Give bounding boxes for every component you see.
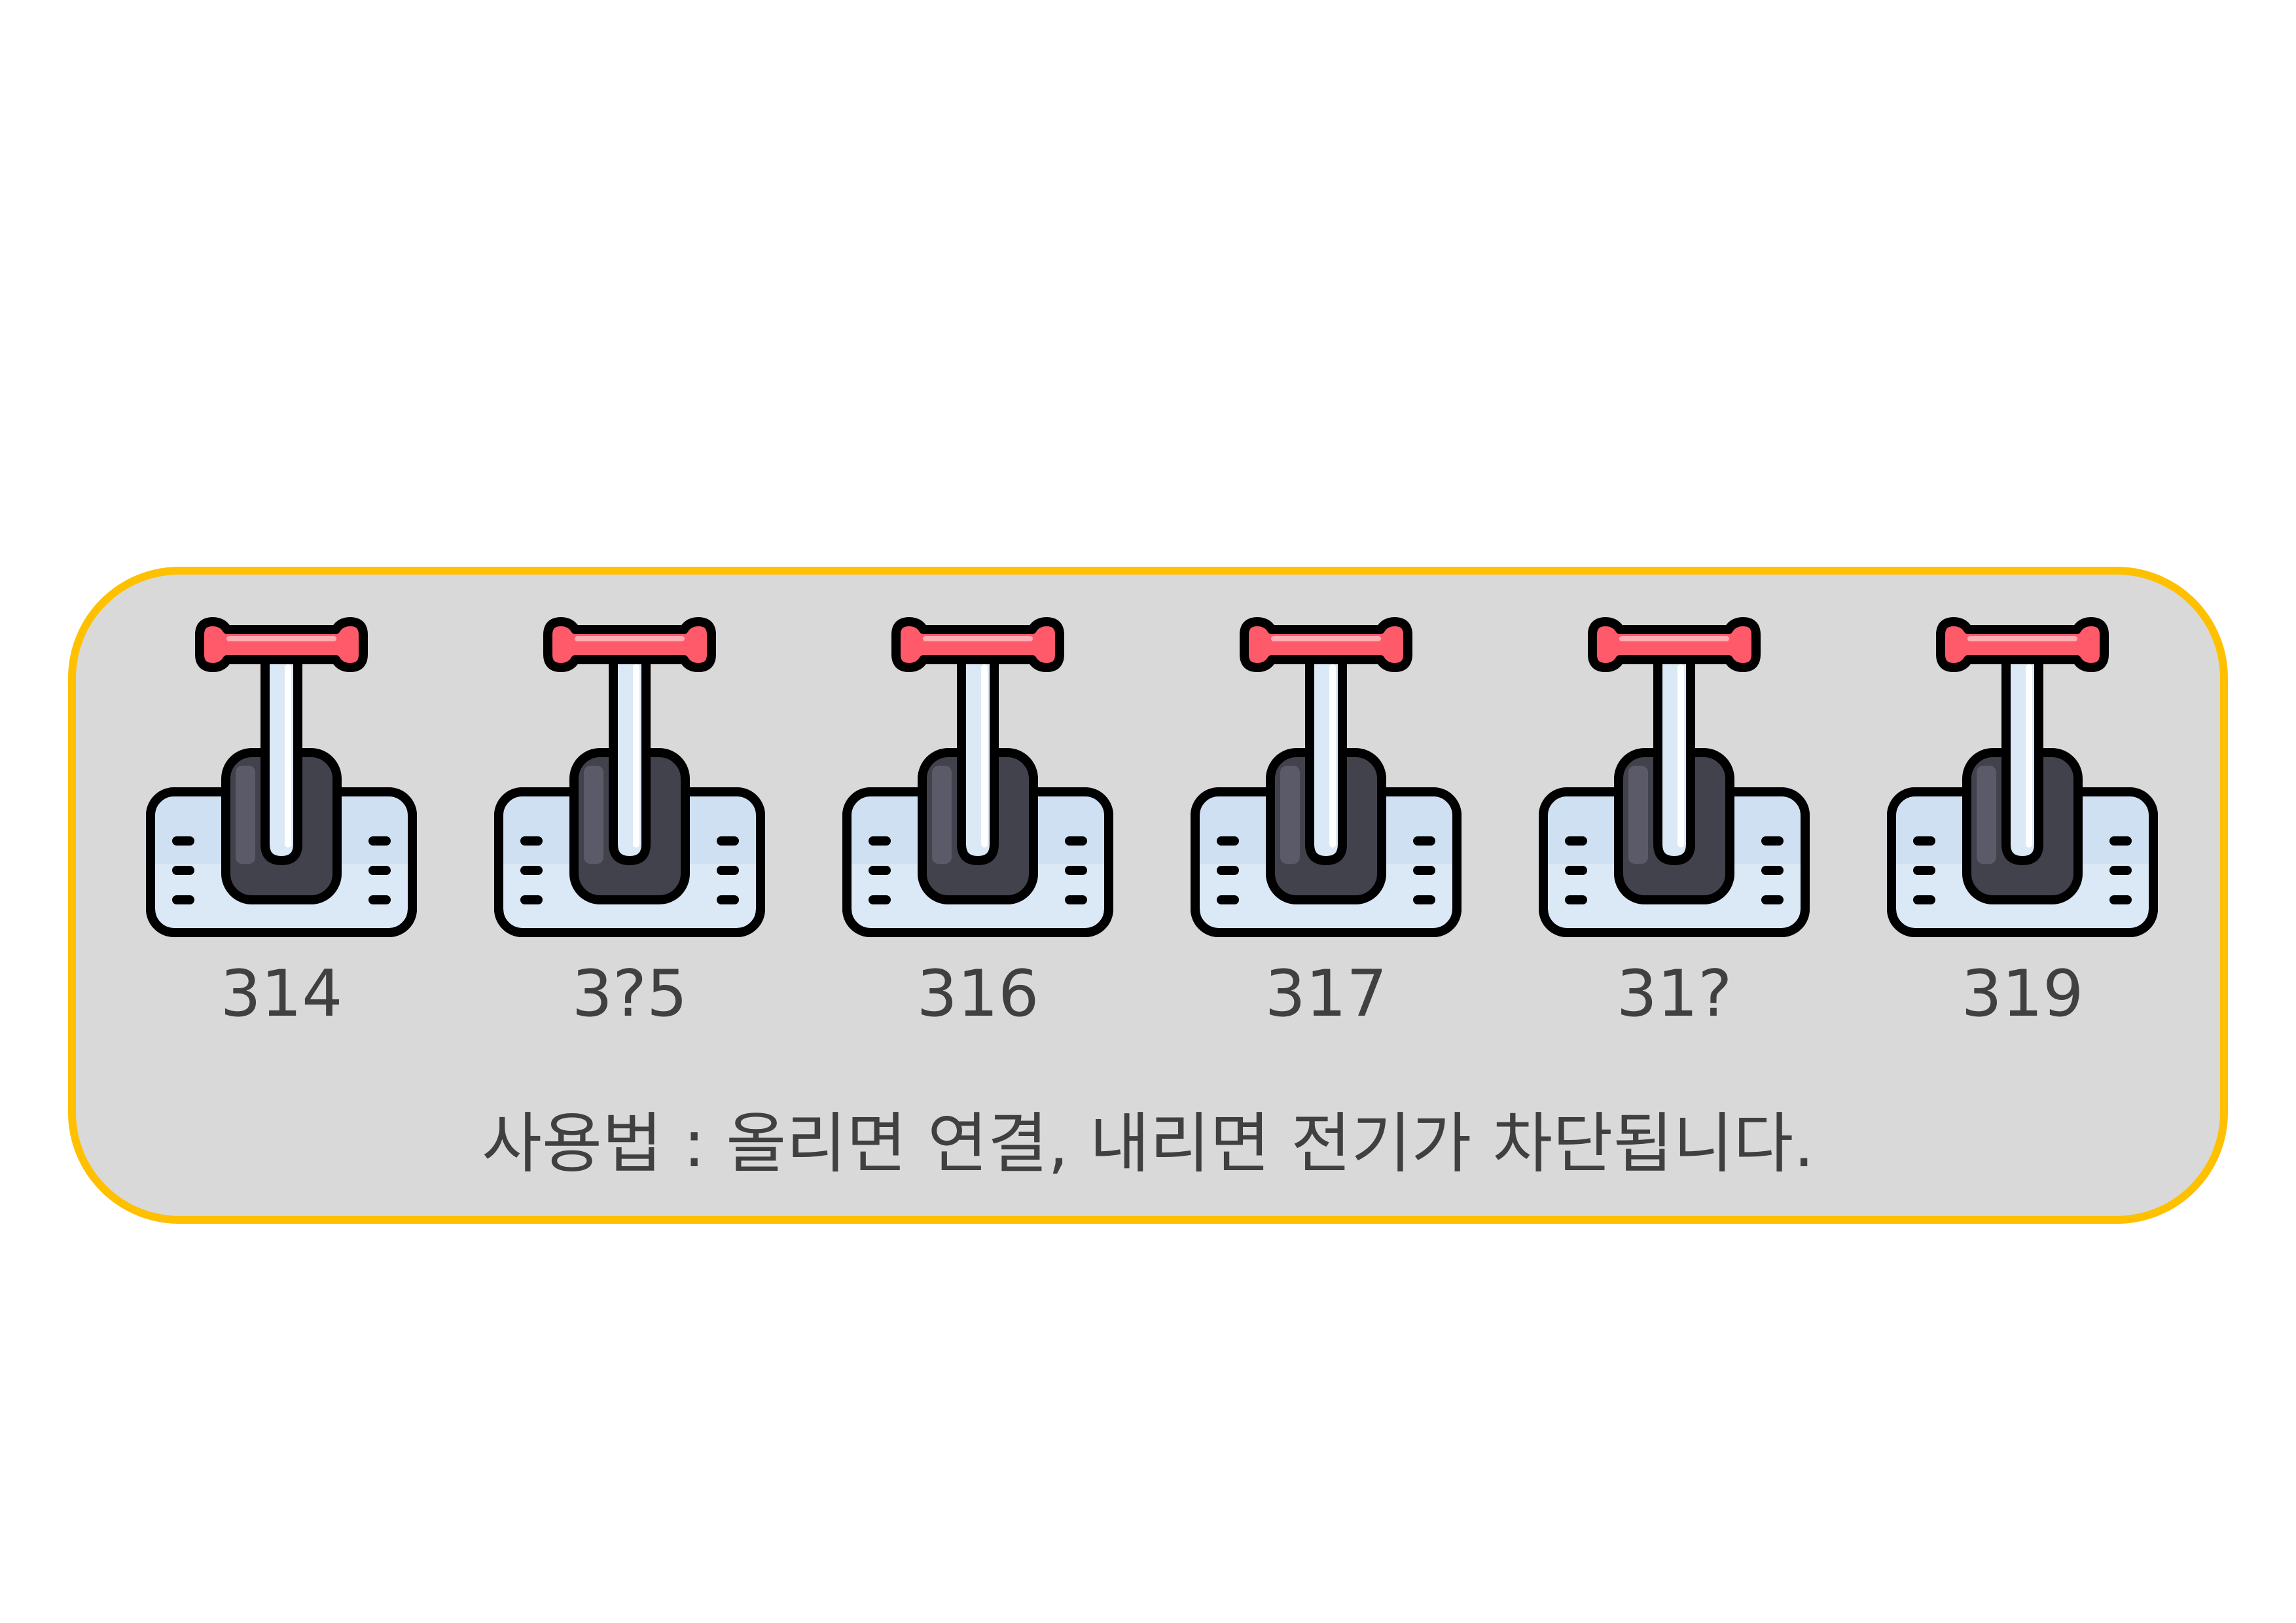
switch-3?5[interactable]: 3?5 xyxy=(486,596,774,1054)
switch-label: 316 xyxy=(916,957,1039,1031)
lever-switch-icon xyxy=(1191,617,1462,937)
usage-instructions: 사용법 : 올리면 연결, 내리면 전기가 차단됩니다. xyxy=(482,1105,1814,1182)
lever-switch-icon xyxy=(1887,617,2158,937)
switch-label: 314 xyxy=(220,957,343,1031)
switch-319[interactable]: 319 xyxy=(1878,596,2166,1054)
switch-label: 31? xyxy=(1616,957,1732,1031)
switch-31?[interactable]: 31? xyxy=(1530,596,1818,1054)
switch-314[interactable]: 314 xyxy=(137,596,425,1054)
switch-row: 314 3?5 xyxy=(68,596,2228,1054)
switch-label: 319 xyxy=(1961,957,2084,1031)
lever-switch-icon xyxy=(494,617,765,937)
switch-panel xyxy=(68,567,2228,1224)
switch-label: 317 xyxy=(1265,957,1388,1031)
lever-switch-icon xyxy=(1539,617,1810,937)
lever-switch-icon xyxy=(146,617,417,937)
switch-label: 3?5 xyxy=(571,957,688,1031)
lever-switch-icon xyxy=(842,617,1113,937)
switch-316[interactable]: 316 xyxy=(834,596,1122,1054)
switch-317[interactable]: 317 xyxy=(1182,596,1470,1054)
